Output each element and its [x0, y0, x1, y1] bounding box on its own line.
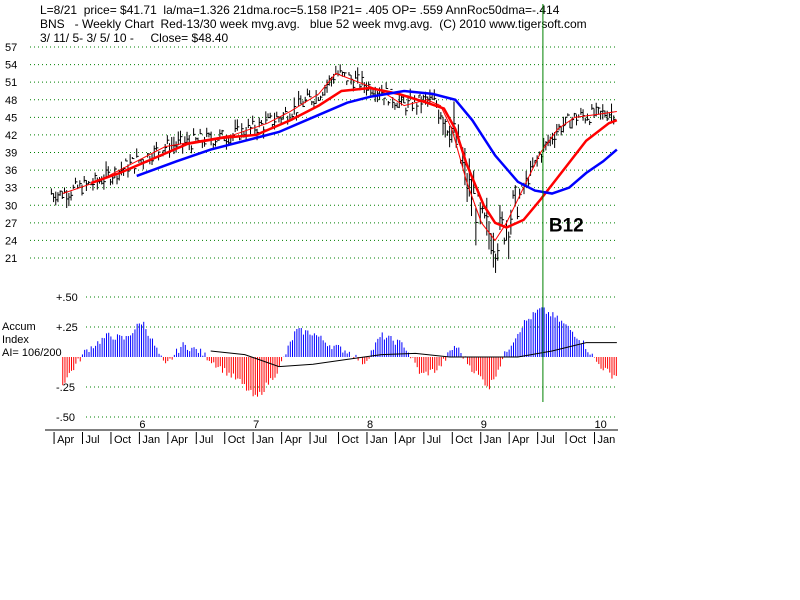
x-year-label: 6	[139, 419, 145, 431]
accum-tick-label: -.50	[56, 412, 75, 424]
accum-tick-label: +.25	[56, 322, 78, 334]
accum-label-3: AI= 106/200	[2, 347, 62, 359]
x-month-label: Jul	[313, 434, 327, 446]
x-year-label: 8	[367, 419, 373, 431]
ma-line-1	[62, 72, 617, 242]
x-month-label: Oct	[342, 434, 359, 446]
x-month-label: Oct	[455, 434, 472, 446]
x-month-label: Jul	[427, 434, 441, 446]
x-month-label: Jan	[598, 434, 616, 446]
x-month-label: Oct	[114, 434, 131, 446]
x-month-label: Apr	[398, 434, 415, 446]
x-month-label: Jan	[256, 434, 274, 446]
x-year-label: 10	[595, 419, 607, 431]
header-line-3: 3/ 11/ 5- 3/ 5/ 10 - Close= $48.40	[40, 31, 229, 45]
y-tick-label: 51	[5, 77, 17, 89]
y-tick-label: 24	[5, 235, 17, 247]
y-tick-label: 39	[5, 148, 17, 160]
x-month-label: Oct	[569, 434, 586, 446]
y-tick-label: 30	[5, 200, 17, 212]
ma-line-3	[136, 89, 618, 195]
x-month-label: Jul	[86, 434, 100, 446]
x-month-label: Apr	[171, 434, 188, 446]
x-month-label: Oct	[228, 434, 245, 446]
y-tick-label: 21	[5, 253, 17, 265]
accum-ma-line	[210, 342, 617, 368]
x-month-label: Apr	[285, 434, 302, 446]
accum-index-panel: +.50 +.25 -.25 -.50	[56, 292, 618, 424]
b12-signal-label: B12	[549, 216, 584, 237]
y-tick-label: 57	[5, 42, 17, 54]
x-axis: 6 7 8 9 10 Apr Jul Oct Jan Apr Jul Oct Jan Apr Jul Oct J…	[45, 419, 618, 446]
y-tick-label: 48	[5, 95, 17, 107]
x-month-label: Jul	[199, 434, 213, 446]
x-month-label: Jan	[370, 434, 388, 446]
moving-averages	[62, 72, 618, 242]
price-y-tick-labels: 21 24 27 30 33 36 39 42 45 48 51 54 57	[5, 42, 17, 265]
y-tick-label: 42	[5, 130, 17, 142]
header-line-2: BNS - Weekly Chart Red-13/30 week mvg.av…	[40, 17, 587, 31]
accum-label-1: Accum	[2, 321, 36, 333]
y-tick-label: 36	[5, 165, 17, 177]
y-tick-label: 33	[5, 183, 17, 195]
y-tick-label: 27	[5, 218, 17, 230]
x-year-label: 9	[481, 419, 487, 431]
ma-line-2	[90, 86, 618, 229]
y-tick-label: 54	[5, 60, 17, 72]
x-month-label: Apr	[57, 434, 74, 446]
x-month-label: Apr	[512, 434, 529, 446]
y-tick-label: 45	[5, 112, 17, 124]
x-month-label: Jul	[541, 434, 555, 446]
accum-tick-label: -.25	[56, 382, 75, 394]
x-month-label: Jan	[484, 434, 502, 446]
price-bars	[50, 64, 616, 273]
price-gridlines	[30, 46, 618, 259]
x-year-label: 7	[253, 419, 259, 431]
header-line-1: L=8/21 price= $41.71 la/ma=1.326 21dma.r…	[40, 3, 560, 17]
x-month-label: Jan	[142, 434, 160, 446]
accum-tick-label: +.50	[56, 292, 78, 304]
accum-label-2: Index	[2, 334, 29, 346]
